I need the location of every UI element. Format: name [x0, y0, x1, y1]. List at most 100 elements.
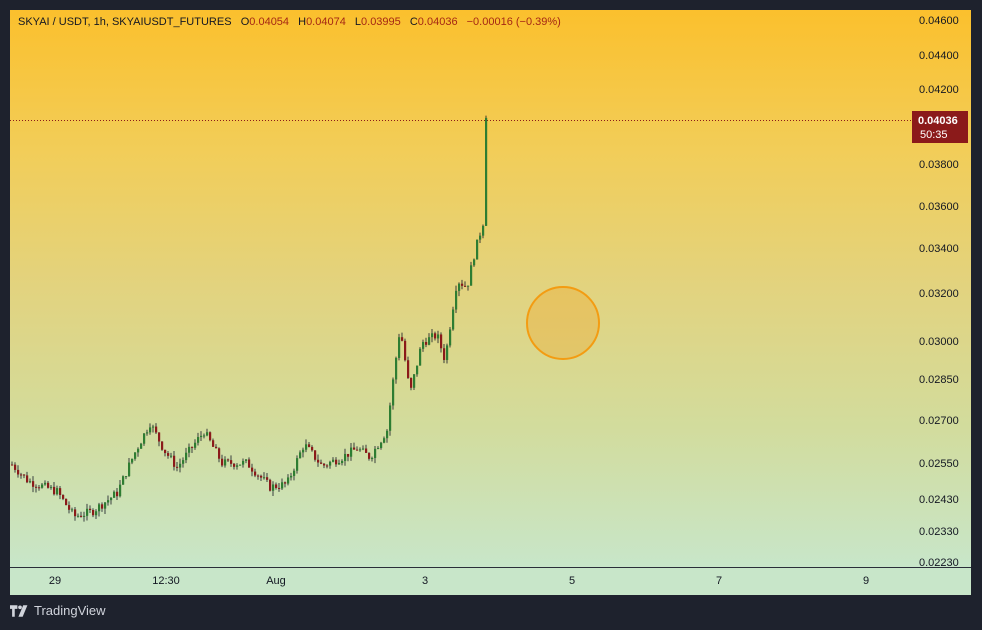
candle-body [290, 475, 293, 478]
candle-body [29, 481, 32, 483]
candle-body [107, 500, 110, 503]
price-tick-label: 0.04600 [919, 15, 959, 27]
candle-body [158, 432, 161, 442]
candle-body [110, 497, 113, 501]
candle-body [263, 477, 266, 479]
candle-body [26, 475, 29, 483]
candle-body [74, 509, 77, 517]
candle-body [398, 337, 401, 358]
candle-body [470, 265, 473, 286]
candle-body [221, 458, 224, 466]
candle-body [404, 340, 407, 361]
candle-body [236, 465, 239, 467]
candle-body [122, 476, 125, 485]
candle-body [266, 477, 269, 480]
candle-body [281, 482, 284, 489]
highlight-circle [526, 286, 600, 360]
price-axis-ticks: 0.04600 0.04400 0.04200 0.03800 0.03600 0.034… [919, 15, 959, 569]
candle-body [251, 467, 254, 472]
candle-body [356, 449, 359, 451]
candle-body [146, 432, 149, 434]
candle-body [308, 444, 311, 447]
price-tick-label: 0.02850 [919, 374, 959, 386]
brand-name: TradingView [34, 603, 106, 618]
candle-body [473, 259, 476, 266]
symbol-title[interactable]: SKYAI / USDT, 1h, SKYAIUSDT_FUTURES [18, 16, 232, 28]
candle-body [305, 444, 308, 450]
time-tick-label: 3 [422, 575, 428, 587]
candle-body [314, 450, 317, 460]
candle-body [437, 334, 440, 339]
candle-body [86, 508, 89, 516]
candle-body [230, 460, 233, 464]
candle-body [224, 459, 227, 466]
candle-body [161, 441, 164, 450]
price-tick-label: 0.02550 [919, 458, 959, 470]
candle-body [11, 464, 14, 466]
candles-group [11, 115, 488, 522]
candle-body [332, 459, 335, 462]
candle-body [95, 511, 98, 516]
candle-body [476, 239, 479, 260]
candle-body [431, 333, 434, 338]
candle-body [362, 448, 365, 450]
open-label: O [240, 16, 250, 28]
price-tick-label: 0.02230 [919, 557, 959, 569]
candle-body [83, 515, 86, 517]
time-tick-label: 29 [49, 575, 61, 587]
candle-body [185, 452, 188, 461]
time-tick-label: 9 [863, 575, 869, 587]
candle-body [203, 435, 206, 437]
price-tick-label: 0.03800 [919, 159, 959, 171]
candle-body [173, 455, 176, 467]
candle-body [179, 463, 182, 468]
candle-body [269, 479, 272, 491]
candle-body [428, 337, 431, 345]
price-tick-label: 0.04200 [919, 84, 959, 96]
candle-body [401, 337, 404, 341]
candle-body [188, 446, 191, 453]
candle-body [257, 475, 260, 477]
candle-body [14, 464, 17, 470]
candle-body [242, 460, 245, 465]
candle-body [239, 464, 242, 466]
candle-body [485, 117, 488, 226]
price-tick-label: 0.02700 [919, 415, 959, 427]
candle-body [323, 463, 326, 466]
candle-body [455, 290, 458, 310]
candle-body [182, 460, 185, 464]
candle-body [215, 446, 218, 449]
candle-body [62, 494, 65, 499]
plot-area[interactable] [10, 10, 912, 567]
candle-body [380, 442, 383, 448]
candle-body [272, 484, 275, 491]
candle-body [149, 427, 152, 433]
candle-body [50, 486, 53, 488]
brand[interactable]: TradingView [10, 603, 106, 618]
candle-body [167, 453, 170, 456]
candle-body [413, 374, 416, 388]
candle-body [425, 341, 428, 345]
candle-body [41, 484, 44, 488]
candle-body [44, 482, 47, 485]
candle-body [422, 341, 425, 349]
candle-body [368, 452, 371, 459]
price-axis[interactable] [912, 10, 971, 567]
time-axis[interactable] [10, 567, 971, 595]
candle-body [119, 484, 122, 497]
candle-body [32, 481, 35, 487]
candle-body [35, 486, 38, 488]
high-value: 0.04074 [306, 16, 346, 28]
candle-body [284, 482, 287, 484]
candle-body [248, 459, 251, 468]
candle-body [71, 509, 74, 511]
time-tick-label: 7 [716, 575, 722, 587]
candle-body [410, 377, 413, 388]
candle-body [104, 502, 107, 509]
candle-body [371, 457, 374, 459]
candle-body [137, 448, 140, 453]
candle-body [443, 348, 446, 360]
candle-body [17, 469, 20, 475]
candle-body [20, 474, 23, 476]
candle-body [377, 447, 380, 449]
